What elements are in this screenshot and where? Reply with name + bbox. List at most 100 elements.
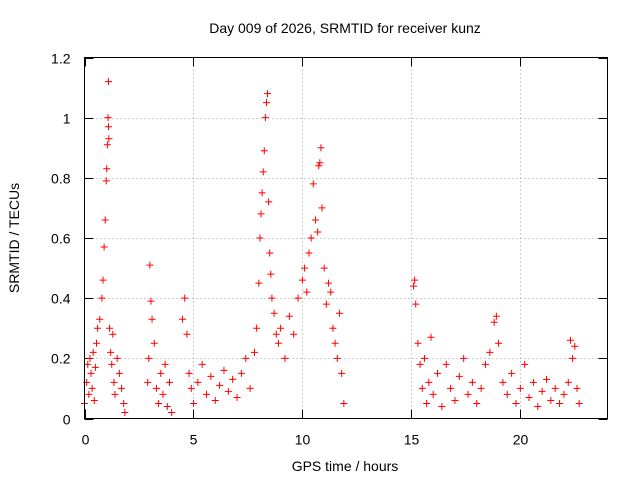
data-point	[473, 399, 481, 407]
data-point	[86, 354, 94, 362]
data-point	[551, 384, 559, 392]
data-point	[303, 288, 311, 296]
data-point	[314, 228, 322, 236]
data-point	[264, 90, 272, 98]
data-point	[259, 168, 267, 176]
data-point	[84, 360, 92, 368]
data-point	[301, 264, 309, 272]
data-point	[481, 360, 489, 368]
data-point	[255, 279, 263, 287]
data-point	[329, 324, 337, 332]
data-point	[547, 396, 555, 404]
data-point	[257, 210, 265, 218]
data-point	[267, 270, 275, 278]
data-point	[318, 204, 326, 212]
data-point	[464, 390, 472, 398]
data-point	[571, 342, 579, 350]
data-point	[250, 348, 258, 356]
chart-title: Day 009 of 2026, SRMTID for receiver kun…	[209, 20, 481, 36]
data-point	[109, 330, 117, 338]
data-point	[237, 369, 245, 377]
data-point	[294, 294, 302, 302]
y-tick-label: 0.4	[51, 291, 71, 307]
x-tick-label: 15	[404, 432, 420, 448]
data-point	[198, 360, 206, 368]
data-point	[207, 372, 215, 380]
data-point	[118, 384, 126, 392]
data-point	[277, 324, 285, 332]
data-point	[113, 354, 121, 362]
data-point	[455, 372, 463, 380]
data-point	[316, 159, 324, 167]
data-point	[159, 390, 167, 398]
data-point	[103, 165, 111, 173]
data-point	[104, 114, 112, 122]
data-point	[220, 366, 228, 374]
y-tick-label: 1	[63, 111, 71, 127]
data-point	[258, 189, 266, 197]
data-point	[145, 354, 153, 362]
data-point	[224, 387, 232, 395]
data-point	[268, 294, 276, 302]
data-point	[261, 114, 269, 122]
data-point	[242, 354, 250, 362]
data-point	[309, 180, 317, 188]
data-point	[538, 387, 546, 395]
data-point	[569, 354, 577, 362]
data-point	[265, 198, 273, 206]
data-point	[111, 390, 119, 398]
data-point	[99, 276, 107, 284]
data-point	[179, 315, 187, 323]
data-point	[290, 330, 298, 338]
data-point	[495, 339, 503, 347]
data-point	[92, 339, 100, 347]
data-point	[327, 288, 335, 296]
data-point	[272, 330, 280, 338]
axis-ticks: 0 0.2 0.4 0.6 0.8 1 1.2 0 5 10 15 20	[51, 51, 608, 448]
data-point	[534, 402, 542, 410]
data-point	[98, 294, 106, 302]
data-point	[168, 408, 176, 416]
data-point	[203, 390, 211, 398]
data-point	[187, 384, 195, 392]
data-point	[163, 402, 171, 410]
y-tick-label: 0.2	[51, 351, 71, 367]
data-point	[260, 147, 268, 155]
data-point	[486, 348, 494, 356]
data-point	[89, 348, 97, 356]
y-tick-label: 0.8	[51, 171, 71, 187]
grid	[84, 57, 608, 419]
data-point	[423, 399, 431, 407]
data-point	[103, 141, 111, 149]
data-point	[104, 123, 112, 131]
data-point	[90, 396, 98, 404]
data-point	[325, 279, 333, 287]
data-point	[525, 393, 533, 401]
data-point	[335, 309, 343, 317]
data-point	[556, 399, 564, 407]
data-point	[161, 360, 169, 368]
data-point	[266, 249, 274, 257]
plot-frame	[84, 57, 608, 419]
data-point	[121, 408, 129, 416]
data-point	[438, 402, 446, 410]
data-point	[575, 399, 583, 407]
data-point	[87, 369, 95, 377]
data-point	[189, 399, 197, 407]
data-point	[508, 369, 516, 377]
data-point	[477, 384, 485, 392]
data-point	[108, 360, 116, 368]
data-point	[516, 384, 524, 392]
data-points	[81, 78, 583, 416]
y-tick-label: 1.2	[51, 51, 71, 67]
data-point	[152, 384, 160, 392]
data-point	[91, 363, 99, 371]
data-point	[317, 144, 325, 152]
data-point	[155, 399, 163, 407]
x-tick-label: 5	[190, 432, 198, 448]
data-point	[492, 312, 500, 320]
data-point	[542, 375, 550, 383]
data-point	[233, 393, 241, 401]
data-point	[418, 384, 426, 392]
data-point	[311, 216, 319, 224]
